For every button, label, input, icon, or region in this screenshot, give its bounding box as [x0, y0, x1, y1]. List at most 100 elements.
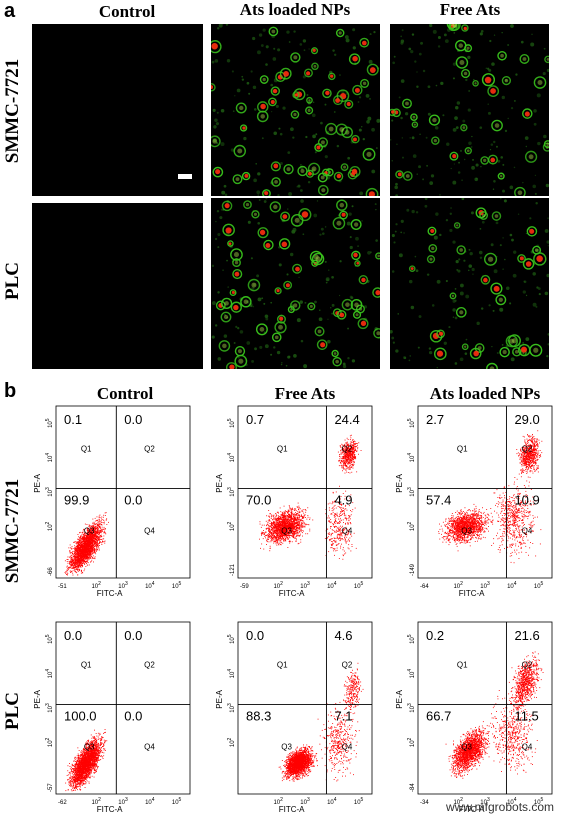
- y-tick-label: 105: [407, 634, 416, 644]
- flow-plot-plc-free-ats: 0.0 4.6 88.3 7.1 Q1 Q2 Q3 Q4 102 102 103 103 104 104 1…: [212, 621, 378, 816]
- y-tick-label: 103: [407, 487, 416, 497]
- flow-plot-plc-ats-loaded-nps: 0.2 21.6 66.7 11.5 Q1 Q2 Q3 Q4 102 102 103 103 104 10…: [392, 621, 558, 816]
- quadrant-tag-q2: Q2: [144, 444, 155, 453]
- panel-a-row-title-plc: PLC: [2, 262, 23, 300]
- y-tick-label: 102: [227, 521, 236, 531]
- quadrant-tag-q2: Q2: [522, 444, 533, 453]
- quadrant-tag-q4: Q4: [144, 742, 155, 751]
- quadrant-tag-q3: Q3: [281, 742, 292, 751]
- y-axis-label: PE-A: [395, 689, 404, 708]
- quadrant-value-q1: 0.0: [64, 628, 82, 643]
- quadrant-tag-q4: Q4: [342, 742, 353, 751]
- flow-plot-smmc-free-ats: 0.7 24.4 70.0 4.9 Q1 Q2 Q3 Q4 102 102 103 103 104 104…: [212, 405, 378, 600]
- micrograph-smmc-free-ats: [390, 24, 549, 196]
- plot-frame: [237, 405, 373, 579]
- x-tick-label: 104: [507, 581, 517, 590]
- quadrant-tag-q4: Q4: [144, 526, 155, 535]
- quadrant-value-q2: 29.0: [514, 412, 539, 427]
- y-axis-label: PE-A: [33, 473, 42, 492]
- y-tick-label: 104: [407, 669, 416, 679]
- y-tick-label: 102: [45, 521, 54, 531]
- y-tick-label: 103: [45, 487, 54, 497]
- x-tick-label: 103: [118, 797, 128, 806]
- x-tick-label: 105: [172, 581, 182, 590]
- quadrant-tag-q4: Q4: [522, 526, 533, 535]
- quadrant-tag-q2: Q2: [522, 660, 533, 669]
- quadrant-value-q4: 0.0: [124, 709, 142, 724]
- quadrant-value-q3: 99.9: [64, 493, 89, 508]
- quadrant-value-q4: 4.9: [334, 493, 352, 508]
- x-axis-label: FITC-A: [97, 805, 123, 814]
- y-min-tick-label: -66: [48, 567, 54, 576]
- y-tick-label: 102: [45, 737, 54, 747]
- micrograph-plc-control: [32, 203, 203, 369]
- quadrant-tag-q1: Q1: [81, 444, 92, 453]
- y-tick-label: 102: [227, 737, 236, 747]
- quadrant-value-q4: 10.9: [514, 493, 539, 508]
- quadrant-value-q3: 70.0: [246, 493, 271, 508]
- y-tick-label: 105: [407, 418, 416, 428]
- y-axis-label: PE-A: [33, 689, 42, 708]
- y-tick-label: 102: [407, 521, 416, 531]
- quadrant-tag-q1: Q1: [277, 660, 288, 669]
- y-tick-label: 103: [227, 703, 236, 713]
- quadrant-value-q3: 66.7: [426, 709, 451, 724]
- quadrant-tag-q2: Q2: [342, 444, 353, 453]
- x-tick-label: 103: [300, 581, 310, 590]
- quadrant-tag-q1: Q1: [457, 660, 468, 669]
- panel-b-column-title-control: Control: [96, 384, 154, 403]
- quadrant-tag-q1: Q1: [277, 444, 288, 453]
- quadrant-value-q3: 100.0: [64, 709, 97, 724]
- x-min-tick-label: -51: [58, 584, 67, 590]
- quadrant-value-q3: 57.4: [426, 493, 451, 508]
- flow-plot-plc-control: 0.0 0.0 100.0 0.0 Q1 Q2 Q3 Q4 102 102 103 103 104 104…: [30, 621, 196, 816]
- quadrant-tag-q2: Q2: [342, 660, 353, 669]
- quadrant-value-q2: 0.0: [124, 628, 142, 643]
- y-tick-label: 105: [45, 418, 54, 428]
- x-tick-label: 105: [534, 797, 544, 806]
- quadrant-value-q4: 7.1: [334, 709, 352, 724]
- micrograph-plc-ats-loaded-nps: [211, 198, 380, 369]
- x-tick-label: 102: [273, 797, 283, 806]
- quadrant-value-q4: 0.0: [124, 493, 142, 508]
- x-tick-label: 104: [145, 797, 155, 806]
- quadrant-tag-q3: Q3: [461, 526, 472, 535]
- quadrant-value-q1: 0.0: [246, 628, 264, 643]
- quadrant-value-q2: 24.4: [334, 412, 359, 427]
- x-tick-label: 103: [300, 797, 310, 806]
- micrograph-smmc-control: [32, 24, 203, 196]
- x-axis-label: FITC-A: [279, 589, 305, 598]
- y-min-tick-label: -84: [410, 783, 416, 792]
- flow-plot-smmc-ats-loaded-nps: 2.7 29.0 57.4 10.9 Q1 Q2 Q3 Q4 102 102 103 103 104 10…: [392, 405, 558, 600]
- x-tick-label: 102: [91, 581, 101, 590]
- plot-frame: [417, 405, 553, 579]
- quadrant-value-q1: 0.2: [426, 628, 444, 643]
- x-tick-label: 102: [453, 797, 463, 806]
- panel-a-column-title-control: Control: [98, 2, 156, 21]
- panel-a-column-title-free-ats: Free Ats: [439, 0, 501, 19]
- quadrant-value-q3: 88.3: [246, 709, 271, 724]
- quadrant-tag-q1: Q1: [457, 444, 468, 453]
- quadrant-value-q1: 0.7: [246, 412, 264, 427]
- y-tick-label: 105: [227, 418, 236, 428]
- y-tick-label: 103: [407, 703, 416, 713]
- x-axis-label: FITC-A: [459, 805, 485, 814]
- y-tick-label: 104: [45, 453, 54, 463]
- quadrant-value-q2: 4.6: [334, 628, 352, 643]
- x-tick-label: 104: [327, 797, 337, 806]
- plot-frame: [417, 621, 553, 795]
- panel-b-label: b: [4, 380, 17, 402]
- x-tick-label: 104: [145, 581, 155, 590]
- quadrant-value-q1: 0.1: [64, 412, 82, 427]
- panel-b-column-title-ats-loaded-nps: Ats loaded NPs: [429, 384, 541, 403]
- scale-bar: [178, 174, 192, 179]
- quadrant-value-q2: 21.6: [514, 628, 539, 643]
- y-min-tick-label: -57: [48, 783, 54, 792]
- x-min-tick-label: -34: [420, 800, 429, 806]
- x-tick-label: 103: [480, 581, 490, 590]
- x-axis-label: FITC-A: [279, 805, 305, 814]
- y-min-tick-label: -121: [230, 563, 236, 576]
- quadrant-tag-q1: Q1: [81, 660, 92, 669]
- x-tick-label: 105: [534, 581, 544, 590]
- y-tick-label: 103: [45, 703, 54, 713]
